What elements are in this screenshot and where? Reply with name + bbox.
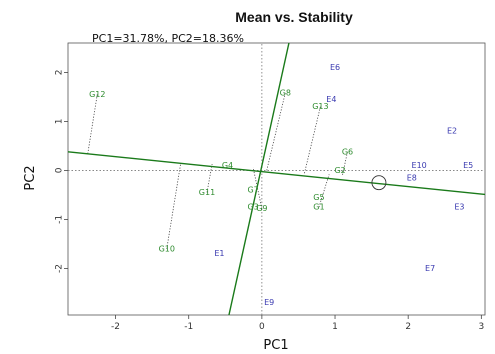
environment-label-e5: E5 xyxy=(463,161,473,170)
environment-label-e10: E10 xyxy=(412,161,427,170)
x-tick-label: 1 xyxy=(332,322,338,332)
projection-line-g12 xyxy=(87,94,98,154)
genotype-label-g12: G12 xyxy=(89,90,105,99)
genotype-label-g10: G10 xyxy=(159,244,175,253)
projection-line-g6 xyxy=(341,151,348,176)
environment-label-e1: E1 xyxy=(214,249,224,258)
y-axis-label: PC2 xyxy=(23,165,38,190)
x-tick-label: -1 xyxy=(184,322,193,332)
y-tick-label: 1 xyxy=(55,119,65,125)
genotype-label-g3: G3 xyxy=(247,203,258,212)
x-axis: -2 -1 0 1 2 3 xyxy=(111,315,484,332)
projection-line-g13 xyxy=(303,106,321,174)
genotype-label-g9: G9 xyxy=(256,204,267,213)
projection-line-g10 xyxy=(166,163,182,249)
genotype-label-g6: G6 xyxy=(342,147,353,156)
genotype-label-g11: G11 xyxy=(199,188,215,197)
genotype-label-g8: G8 xyxy=(280,88,291,97)
environment-label-e9: E9 xyxy=(264,298,274,307)
plot-area: G1 G2 G3 G4 G5 G6 G7 G8 G9 G10 G11 G12 G13 E1 E2 E3 E4 E5… xyxy=(68,43,485,315)
mean-environment-marker xyxy=(371,175,387,191)
genotype-label-g1: G1 xyxy=(313,203,324,212)
y-tick-label: -2 xyxy=(55,264,65,273)
genotype-label-g13: G13 xyxy=(312,102,328,111)
chart-title: Mean vs. Stability xyxy=(235,9,353,25)
y-tick-label: -1 xyxy=(55,215,65,224)
projection-line-g1 xyxy=(318,174,330,208)
x-axis-label: PC1 xyxy=(263,338,288,353)
y-tick-label: 0 xyxy=(55,167,65,173)
y-axis: -2 -1 0 1 2 xyxy=(55,70,68,273)
x-tick-label: -2 xyxy=(111,322,120,332)
environment-label-e3: E3 xyxy=(454,203,464,212)
stability-axis-line xyxy=(228,43,290,315)
genotype-label-g2: G2 xyxy=(334,166,345,175)
y-tick-label: 2 xyxy=(55,70,65,76)
projection-line-g11 xyxy=(206,163,213,193)
environment-label-e6: E6 xyxy=(330,63,340,72)
genotype-label-g7: G7 xyxy=(247,186,258,195)
genotype-label-g5: G5 xyxy=(313,193,324,202)
environment-label-e7: E7 xyxy=(425,264,435,273)
x-tick-label: 2 xyxy=(405,322,411,332)
mean-axis-line xyxy=(68,151,485,196)
x-tick-label: 0 xyxy=(259,322,265,332)
plot-frame xyxy=(67,42,486,316)
environment-label-e2: E2 xyxy=(447,127,457,136)
x-tick-label: 3 xyxy=(478,322,484,332)
environment-label-e4: E4 xyxy=(326,95,336,104)
environment-label-e8: E8 xyxy=(407,173,417,182)
chart-subtitle: PC1=31.78%, PC2=18.36% xyxy=(92,32,244,45)
genotype-label-g4: G4 xyxy=(222,161,233,170)
projection-line-g8 xyxy=(265,92,286,173)
